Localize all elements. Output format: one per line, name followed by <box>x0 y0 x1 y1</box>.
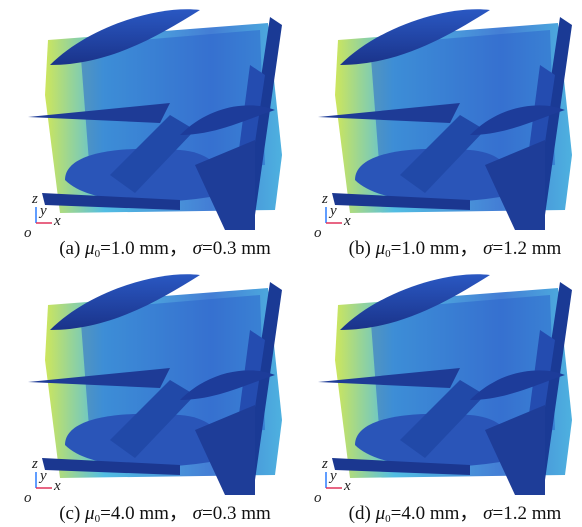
right-blade <box>180 105 275 135</box>
axis-triad: z y x o <box>24 456 66 506</box>
bottom-fin <box>195 140 255 230</box>
axis-z: z <box>322 456 328 472</box>
mu-symbol: μ <box>85 238 95 259</box>
sigma-value: 0.3 mm <box>212 503 271 524</box>
panel-caption: (a) μ0=1.0 mm， σ=0.3 mm <box>59 238 271 260</box>
flow-slab-inner <box>80 295 265 440</box>
sigma-symbol: σ <box>483 503 493 524</box>
axis-y: y <box>40 468 47 484</box>
left-fin <box>318 368 460 388</box>
axis-arrows-icon <box>325 207 342 224</box>
axis-origin: o <box>24 225 32 241</box>
axis-origin: o <box>314 490 322 506</box>
sigma-symbol: σ <box>483 238 493 259</box>
left-fin <box>28 103 170 123</box>
upper-blade <box>50 9 200 65</box>
axis-y: y <box>330 203 337 219</box>
base-plate <box>332 458 470 475</box>
mu-value: 1.0 mm <box>401 238 460 259</box>
axis-triad: z y x o <box>314 191 356 241</box>
axis-z: z <box>32 456 38 472</box>
rendered-scene <box>28 9 282 230</box>
bottom-fin <box>485 140 545 230</box>
sigma-value: 1.2 mm <box>503 238 562 259</box>
axis-x: x <box>344 213 351 229</box>
axis-arrows-icon <box>35 472 52 489</box>
bottom-fin <box>195 405 255 495</box>
panel-label: (d) <box>348 503 371 524</box>
slanted-cylinder <box>400 380 485 458</box>
base-plate <box>42 193 180 210</box>
mu-value: 4.0 mm <box>110 503 169 524</box>
panel-b: z y x o (b) μ0=1.0 mm， σ=1.2 mm <box>310 5 580 260</box>
sigma-symbol: σ <box>192 238 203 259</box>
panel-caption: (b) μ0=1.0 mm， σ=1.2 mm <box>348 238 562 260</box>
axis-x: x <box>54 213 61 229</box>
flow-slab-inner <box>370 30 555 175</box>
axis-origin: o <box>24 490 32 506</box>
right-blade <box>470 370 565 400</box>
axis-x: x <box>54 478 61 494</box>
base-plate <box>332 193 470 210</box>
upper-blade <box>340 274 490 330</box>
mu-value: 4.0 mm <box>401 503 460 524</box>
mu-symbol: μ <box>85 503 95 524</box>
sigma-value: 1.2 mm <box>503 503 562 524</box>
axis-triad: z y x o <box>314 456 356 506</box>
panel-label: (c) <box>59 503 81 524</box>
right-blade <box>470 105 565 135</box>
left-fin <box>28 368 170 388</box>
panel-label: (b) <box>348 238 371 259</box>
axis-z: z <box>32 191 38 207</box>
panel-c: z y x o (c) μ0=4.0 mm， σ=0.3 mm <box>20 270 290 525</box>
axis-arrows-icon <box>35 207 52 224</box>
rendered-scene <box>28 274 282 495</box>
panel-d: z y x o (d) μ0=4.0 mm， σ=1.2 mm <box>310 270 580 525</box>
axis-y: y <box>40 203 47 219</box>
axis-arrows-icon <box>325 472 342 489</box>
panel-caption: (d) μ0=4.0 mm， σ=1.2 mm <box>348 503 562 525</box>
axis-x: x <box>344 478 351 494</box>
right-blade <box>180 370 275 400</box>
left-fin <box>318 103 460 123</box>
mu-value: 1.0 mm <box>110 238 169 259</box>
panel-label: (a) <box>59 238 81 259</box>
rendered-scene <box>318 9 572 230</box>
sigma-symbol: σ <box>192 503 203 524</box>
panel-caption: (c) μ0=4.0 mm， σ=0.3 mm <box>59 503 271 525</box>
mu-symbol: μ <box>375 238 386 259</box>
slanted-cylinder <box>110 380 195 458</box>
panel-a: z y x o (a) μ0=1.0 mm， σ=0.3 mm <box>20 5 290 260</box>
axis-z: z <box>322 191 328 207</box>
slanted-cylinder <box>400 115 485 193</box>
sigma-value: 0.3 mm <box>212 238 271 259</box>
slanted-cylinder <box>110 115 195 193</box>
flow-slab-inner <box>80 30 265 175</box>
flow-slab-inner <box>370 295 555 440</box>
mu-symbol: μ <box>375 503 386 524</box>
rendered-scene <box>318 274 572 495</box>
upper-blade <box>50 274 200 330</box>
bottom-fin <box>485 405 545 495</box>
axis-origin: o <box>314 225 322 241</box>
axis-y: y <box>330 468 337 484</box>
upper-blade <box>340 9 490 65</box>
axis-triad: z y x o <box>24 191 66 241</box>
base-plate <box>42 458 180 475</box>
